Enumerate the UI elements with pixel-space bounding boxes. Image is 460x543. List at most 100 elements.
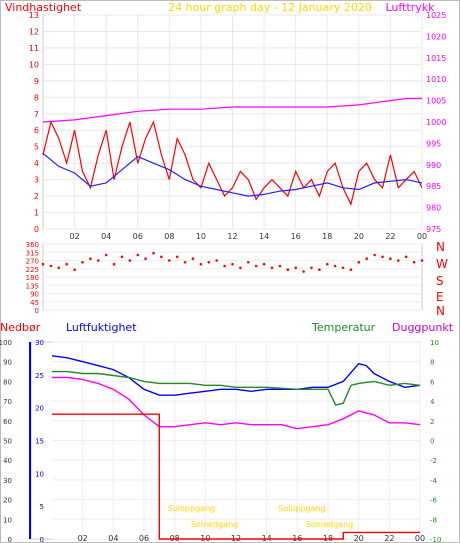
rain-y-tick-label: 5 <box>40 503 44 511</box>
dewpoint-line <box>52 376 421 430</box>
wind-x-tick-label: 16 <box>291 232 301 241</box>
direction-y-tick-label: 45 <box>30 299 39 307</box>
wind-y-tick-label: 8 <box>34 93 39 102</box>
direction-y-tick-label: 90 <box>30 291 39 299</box>
direction-point <box>104 253 108 257</box>
rain-y-tick-label: 30 <box>35 339 44 347</box>
pressure-y-tick-label: 985 <box>426 182 441 191</box>
wind-y-tick-label: 4 <box>34 159 39 168</box>
direction-point <box>310 266 313 270</box>
wind-y-tick-label: 6 <box>34 126 39 135</box>
sunset-label-2: Solnedgang <box>306 520 353 529</box>
wind-y-tick-label: 3 <box>34 176 39 185</box>
direction-point <box>326 262 329 266</box>
humidity-x-tick-label: 02 <box>78 534 88 543</box>
compass-w: W <box>436 257 448 271</box>
direction-point <box>247 261 250 264</box>
humidity-axis-label: Luftfuktighet <box>66 321 137 334</box>
direction-point <box>341 266 345 270</box>
rain-axis-label: Nedbør <box>0 321 41 334</box>
temp-y-tick-label: 2 <box>430 418 434 426</box>
humidity-line <box>51 355 421 396</box>
temp-y-tick-label: 8 <box>430 359 434 367</box>
direction-point <box>357 261 361 264</box>
humidity-y-tick-label: 80 <box>3 378 12 386</box>
rain-y-tick-label: 10 <box>35 470 44 478</box>
direction-point <box>65 262 68 266</box>
direction-point <box>136 253 140 257</box>
humidity-x-tick-label: 06 <box>139 534 149 543</box>
temperature-line <box>52 370 421 406</box>
wind-x-tick-label: 22 <box>385 232 395 241</box>
direction-point <box>262 262 266 266</box>
direction-point <box>373 253 376 257</box>
direction-y-tick-label: 180 <box>26 274 39 282</box>
dewpoint-axis-label: Duggpunkt <box>392 321 454 334</box>
direction-point <box>365 257 369 261</box>
wind-x-tick-label: 04 <box>101 232 111 241</box>
direction-point <box>397 259 400 262</box>
wind-speed-line <box>42 120 423 207</box>
direction-point <box>404 255 408 259</box>
temp-y-tick-label: -10 <box>430 536 441 543</box>
series-layer <box>41 97 424 540</box>
direction-point <box>254 264 258 268</box>
direction-point <box>144 257 147 261</box>
wind-x-tick-label: 14 <box>259 232 269 241</box>
annotation-layer: Soloppgang Solnedgang Soloppgang Solnedgang <box>168 504 353 529</box>
humidity-y-tick-label: 90 <box>3 359 12 367</box>
wind-x-tick-label: 12 <box>227 232 237 241</box>
wind-average-line <box>42 152 423 197</box>
wind-y-tick-label: 9 <box>34 77 39 86</box>
humidity-y-tick-label: 0 <box>8 536 12 543</box>
temp-y-tick-label: 6 <box>430 378 435 386</box>
wind-y-tick-label: 2 <box>34 192 39 201</box>
direction-point <box>41 262 45 266</box>
direction-point <box>294 266 298 270</box>
pressure-line <box>42 97 422 123</box>
direction-point <box>420 259 424 262</box>
humidity-x-tick-label: 20 <box>354 534 364 543</box>
chart-title: 24 hour graph day - 12 January 2020 <box>168 1 372 14</box>
direction-point <box>302 270 305 273</box>
pressure-y-tick-label: 1020 <box>426 32 446 41</box>
direction-y-tick-label: 225 <box>26 266 39 274</box>
direction-y-tick-label: 270 <box>26 258 39 266</box>
direction-y-tick-label: 315 <box>26 249 39 257</box>
wind-y-tick-label: 13 <box>29 11 39 20</box>
pressure-y-tick-label: 995 <box>426 139 441 148</box>
pressure-y-tick-label: 1000 <box>426 118 446 127</box>
wind-x-tick-label: 08 <box>164 232 174 241</box>
direction-point <box>199 262 203 266</box>
rain-axis-bar <box>29 342 31 539</box>
compass-s: S <box>436 274 444 288</box>
humidity-y-tick-label: 60 <box>3 418 12 426</box>
pressure-y-tick-label: 990 <box>426 161 441 170</box>
wind-x-tick-label: 10 <box>196 232 206 241</box>
temp-y-tick-label: -6 <box>430 497 438 505</box>
direction-point <box>73 268 76 272</box>
temp-y-tick-label: 0 <box>430 438 434 446</box>
wind-x-tick-label: 20 <box>354 232 364 241</box>
direction-point <box>286 268 290 272</box>
humidity-y-tick-label: 30 <box>3 477 12 485</box>
direction-point <box>89 257 92 261</box>
rain-y-tick-label: 25 <box>35 372 44 380</box>
temperature-axis-label: Temperatur <box>311 321 376 334</box>
humidity-x-tick-label: 22 <box>384 534 394 543</box>
wind-y-tick-label: 5 <box>34 143 39 152</box>
direction-point <box>97 259 100 262</box>
humidity-y-tick-label: 50 <box>3 438 12 446</box>
direction-point <box>207 261 211 264</box>
wind-y-tick-label: 10 <box>29 60 39 69</box>
rain-line <box>52 413 420 540</box>
rain-y-tick-label: 20 <box>35 405 44 413</box>
direction-point <box>128 259 132 262</box>
direction-point <box>381 255 384 259</box>
grid-layer <box>43 14 423 540</box>
pressure-y-tick-label: 1010 <box>426 75 446 84</box>
direction-point <box>112 262 116 266</box>
compass-n-bottom: N <box>436 304 445 318</box>
wind-y-tick-label: 0 <box>34 225 39 234</box>
